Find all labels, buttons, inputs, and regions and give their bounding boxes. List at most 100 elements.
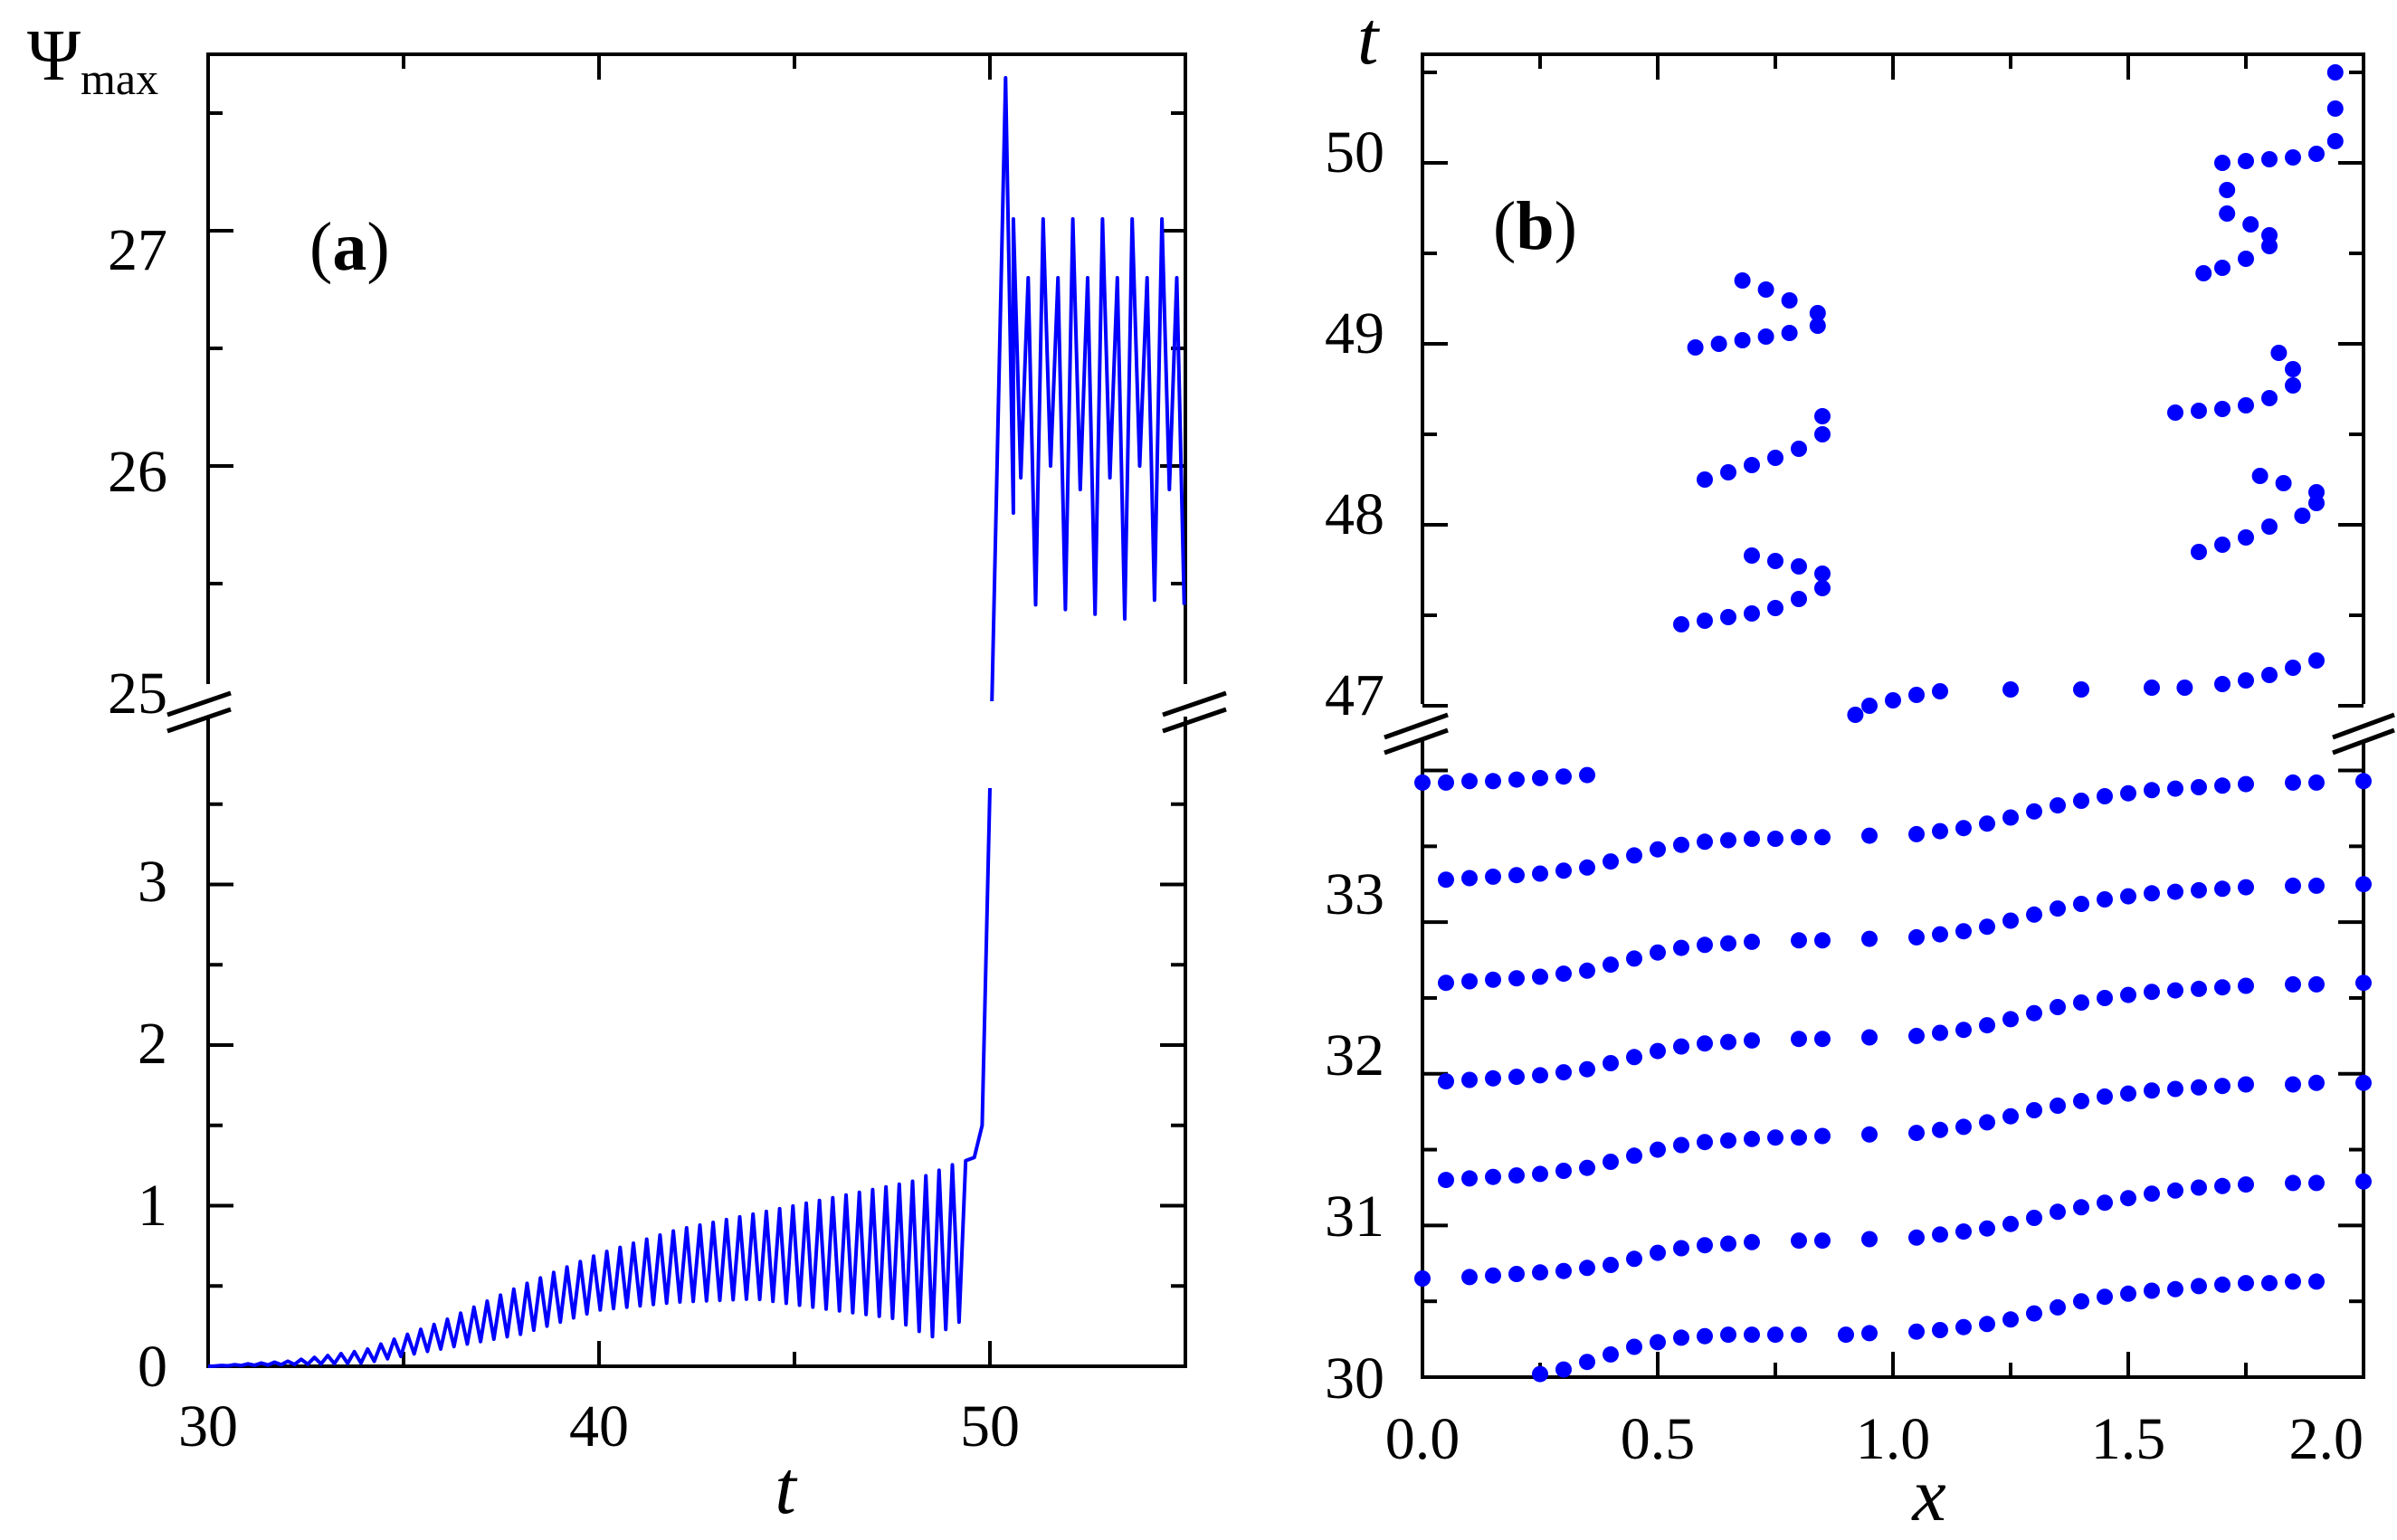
b-point (2167, 404, 2183, 421)
b-point (2097, 891, 2113, 908)
b-point (1508, 771, 1525, 788)
b-point (1650, 1244, 1666, 1261)
b-point (1720, 935, 1736, 952)
b-series-band-31.3 (1438, 1074, 2372, 1189)
b-xtick-label: 2.0 (2289, 1406, 2364, 1472)
b-point (1791, 829, 1807, 846)
b-point (1579, 859, 1595, 876)
b-series-loop-right-48.6 (2167, 345, 2301, 421)
b-point (1555, 1163, 1572, 1179)
panel-a-series (207, 76, 1186, 1368)
b-point (1734, 332, 1751, 348)
b-point (1532, 1067, 1548, 1084)
a-label-letter: a (332, 209, 366, 285)
b-point (2355, 974, 2372, 992)
b-point (2214, 880, 2231, 898)
b-point (2275, 475, 2292, 491)
b-point (2097, 1194, 2113, 1212)
b-point (2002, 1215, 2019, 1232)
b-point (2167, 982, 2183, 999)
b-point (1579, 1260, 1595, 1277)
b-point (2073, 994, 2089, 1011)
b-point (1626, 1049, 1642, 1066)
b-point (1809, 318, 1826, 334)
panel-b-break-left-mark2 (1384, 727, 1449, 756)
b-point (1555, 965, 1572, 983)
b-point (1461, 973, 1478, 990)
b-point (1508, 1167, 1525, 1184)
b-point (2294, 508, 2311, 524)
b-point (1955, 1022, 1972, 1039)
b-point (1485, 868, 1501, 885)
b-point (1697, 613, 1713, 629)
b-point (1461, 1170, 1478, 1187)
b-point (1955, 923, 1972, 940)
b-point (1932, 1322, 1948, 1338)
b-point (1603, 1345, 1619, 1363)
b-xtick-label: 0.5 (1621, 1406, 1696, 1472)
b-point (2214, 979, 2231, 996)
a-ytick-label: 1 (138, 1173, 167, 1239)
panel-a-ticks (206, 54, 1187, 1368)
b-point (2144, 782, 2160, 799)
b-point (1650, 1042, 1666, 1060)
b-point (1734, 272, 1751, 289)
b-point (1687, 339, 1704, 356)
b-series-band-47.0 (1847, 652, 2325, 723)
b-point (1461, 870, 1478, 887)
b-point (1555, 768, 1572, 785)
b-point (2219, 182, 2236, 198)
b-point (1932, 1024, 1948, 1041)
b-point (1603, 956, 1619, 974)
panel-a-break-right-mark1 (1162, 690, 1227, 718)
b-point (2261, 1275, 2278, 1292)
b-point (1791, 1232, 1807, 1250)
b-label-open: ( (1493, 188, 1516, 264)
b-point (1932, 1226, 1948, 1243)
b-point (1626, 1147, 1642, 1165)
b-point (1673, 836, 1689, 853)
b-point (2308, 877, 2325, 894)
b-point (2251, 468, 2269, 484)
b-point (1744, 457, 1760, 473)
a-ytick-label: 25 (108, 661, 167, 727)
b-point (1814, 932, 1831, 949)
a-ytick-label: 26 (108, 439, 167, 505)
b-point (1697, 1327, 1713, 1345)
b-point (2285, 1174, 2301, 1192)
b-point (1847, 707, 1864, 723)
b-point (2097, 1088, 2113, 1105)
b-point (1885, 692, 1901, 708)
b-point (2002, 681, 2019, 698)
b-point (1579, 1060, 1595, 1078)
b-label-close: ) (1555, 188, 1577, 264)
b-point (1720, 1033, 1736, 1050)
b-point (2219, 205, 2236, 222)
b-point (1485, 1069, 1501, 1087)
b-point (1955, 1318, 1972, 1336)
b-point (1603, 853, 1619, 870)
b-ytick-label: 30 (1325, 1345, 1384, 1412)
b-point (1791, 932, 1807, 949)
b-point (2238, 879, 2254, 896)
b-point (1744, 831, 1760, 847)
b-point (1673, 1136, 1689, 1154)
b-point (2120, 888, 2136, 905)
b-point (1932, 926, 1948, 943)
b-point (1744, 933, 1760, 950)
b-point (1626, 1338, 1642, 1355)
b-point (1438, 1172, 1454, 1189)
b-point (2261, 227, 2278, 243)
b-point (1697, 936, 1713, 954)
b-point (1979, 1220, 1995, 1237)
b-point (1555, 1262, 1572, 1279)
b-point (2308, 1174, 2325, 1192)
b-point (1861, 1231, 1878, 1248)
a-ytick-label: 27 (108, 217, 167, 283)
b-point (2002, 1107, 2019, 1125)
b-point (1744, 1031, 1760, 1049)
b-point (2214, 401, 2231, 417)
b-point (1438, 774, 1454, 791)
b-point (1791, 441, 1807, 457)
b-point (1508, 1069, 1525, 1086)
